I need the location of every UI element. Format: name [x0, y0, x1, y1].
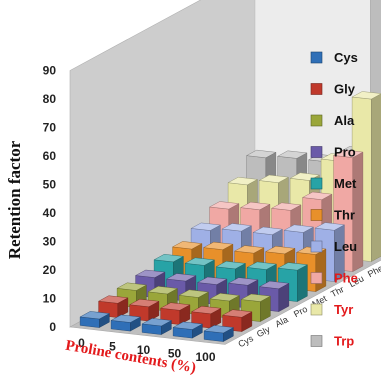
x-tick-label: 0 [78, 336, 85, 350]
legend-swatch [310, 177, 323, 190]
legend-item-cys: Cys [310, 50, 358, 65]
y-tick-label: 90 [43, 64, 57, 78]
x-tick-label: 50 [168, 346, 182, 360]
legend-label: Ala [334, 113, 355, 128]
y-tick-label: 0 [49, 320, 56, 334]
legend-label: Leu [334, 239, 357, 254]
legend-swatch [310, 335, 323, 347]
legend-item-trp: Trp [310, 334, 354, 349]
y-tick-label: 20 [43, 263, 57, 277]
legend-swatch [310, 209, 323, 221]
x-axis-label: Proline contents (%) [64, 338, 197, 377]
legend-label: Phe [334, 271, 358, 286]
x-tick-label: 100 [195, 350, 215, 364]
legend-swatch [310, 146, 323, 158]
bar-cys-100 [203, 325, 235, 342]
legend-swatch [310, 303, 323, 316]
legend-swatch [310, 240, 323, 253]
legend-label: Cys [334, 50, 358, 65]
legend-item-ala: Ala [310, 113, 355, 128]
legend-item-phe: Phe [310, 271, 358, 286]
legend-item-gly: Gly [310, 82, 356, 97]
bar-cys-5 [110, 314, 142, 332]
legend-label: Trp [334, 334, 354, 349]
bar-cys-0 [79, 311, 111, 328]
y-tick-label: 70 [43, 121, 57, 135]
y-tick-label: 60 [43, 149, 57, 163]
legend-label: Gly [334, 82, 356, 97]
legend-item-leu: Leu [310, 239, 357, 254]
bar-gly-5 [128, 298, 160, 322]
legend-item-tyr: Tyr [310, 302, 353, 317]
legend-item-met: Met [310, 176, 357, 191]
legend-item-pro: Pro [310, 145, 356, 160]
legend-label: Met [334, 176, 357, 191]
chart-legend: Cys Gly Ala Pro Met Thr Leu Phe Tyr Trp [310, 50, 358, 349]
y-tick-label: 50 [43, 178, 57, 192]
y-tick-label: 10 [43, 292, 57, 306]
y-tick-label: 80 [43, 92, 57, 106]
x-tick-label: 5 [109, 339, 116, 353]
x-axis-ticks: 0 5 10 50 100 [78, 336, 216, 364]
legend-label: Tyr [334, 302, 353, 317]
x-tick-label: 10 [137, 343, 151, 357]
bar-cys-10 [141, 318, 173, 335]
bar-cys-50 [172, 321, 204, 339]
y-axis-ticks: 0 10 20 30 40 50 60 70 80 90 [43, 64, 57, 335]
legend-swatch [310, 51, 323, 64]
y-tick-label: 30 [43, 235, 57, 249]
y-tick-label: 40 [43, 206, 57, 220]
legend-swatch [310, 114, 323, 127]
bar-gly-10 [159, 302, 191, 325]
legend-swatch [310, 272, 323, 284]
legend-item-thr: Thr [310, 208, 355, 223]
legend-label: Pro [334, 145, 356, 160]
legend-swatch [310, 83, 323, 95]
y-axis-label: Retention factor [5, 140, 24, 259]
legend-label: Thr [334, 208, 355, 223]
